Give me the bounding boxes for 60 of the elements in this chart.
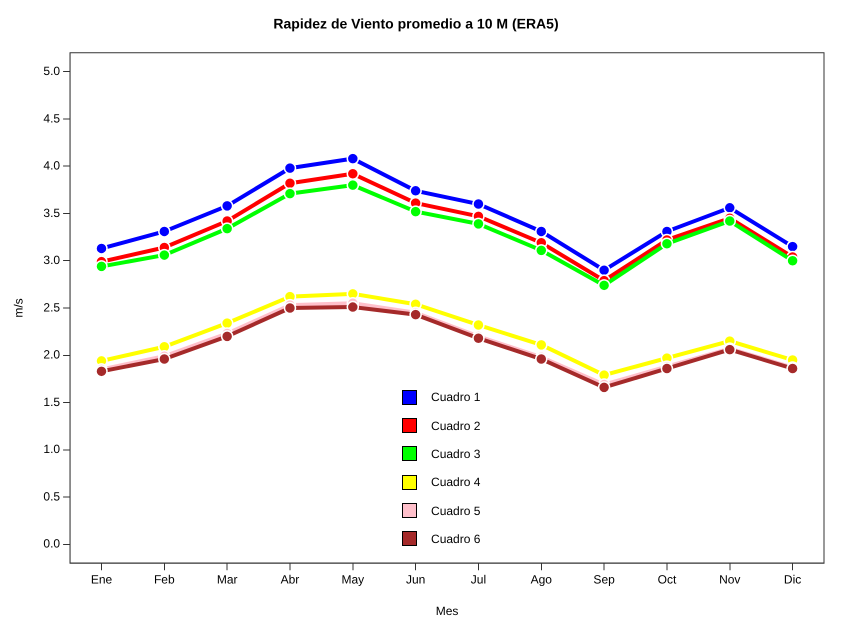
x-tick-label: Oct (658, 572, 677, 587)
y-tick-label: 0.5 (43, 489, 60, 504)
x-tick-label: May (341, 572, 364, 587)
point (158, 248, 171, 262)
point (472, 218, 485, 230)
point (535, 225, 548, 238)
x-tick-label: Abr (280, 572, 300, 587)
point (346, 152, 360, 165)
chart-title: Rapidez de Viento promedio a 10 M (ERA5) (273, 15, 559, 32)
point (346, 300, 360, 314)
y-tick-label: 0.0 (43, 536, 60, 551)
y-tick-label: 2.5 (43, 300, 60, 314)
point (535, 244, 548, 257)
y-tick-label: 1.5 (43, 394, 60, 409)
legend-label: Cuadro 2 (431, 418, 480, 433)
point (724, 214, 736, 228)
point (346, 178, 360, 192)
y-tick-label: 3.5 (43, 206, 60, 220)
legend-label: Cuadro 1 (431, 390, 480, 404)
point (598, 279, 610, 292)
legend-label: Cuadro 3 (431, 446, 480, 461)
point (220, 222, 234, 235)
y-tick-label: 4.5 (43, 111, 60, 126)
point (220, 200, 234, 212)
point (95, 260, 108, 273)
legend-label: Cuadro 5 (431, 504, 480, 518)
y-tick-label: 3.0 (43, 253, 60, 268)
y-tick-label: 2.0 (43, 348, 60, 362)
x-tick-label: Ago (530, 572, 552, 587)
point (724, 202, 736, 214)
point (220, 330, 234, 343)
x-tick-label: Jul (470, 572, 486, 587)
x-axis-title: Mes (436, 604, 458, 618)
point (158, 225, 171, 238)
x-tick-label: Sep (593, 572, 616, 587)
point (409, 205, 422, 218)
y-tick-label: 5.0 (43, 64, 60, 78)
x-tick-label: Ene (90, 572, 112, 587)
x-tick-label: Jun (406, 572, 426, 587)
point (472, 318, 485, 332)
point (535, 338, 548, 352)
point (284, 187, 296, 200)
x-tick-label: Nov (719, 572, 740, 587)
point (598, 381, 610, 394)
point (284, 302, 296, 314)
point (786, 254, 799, 267)
point (598, 264, 610, 276)
x-tick-label: Mar (216, 572, 238, 587)
point (472, 198, 485, 210)
point (95, 242, 108, 255)
legend-label: Cuadro 4 (431, 475, 480, 490)
y-tick-label: 1.0 (43, 442, 60, 456)
point (158, 352, 171, 366)
point (660, 237, 674, 250)
y-axis-title: m/s (12, 298, 26, 318)
x-tick-label: Dic (784, 572, 802, 587)
point (284, 162, 296, 174)
legend-label: Cuadro 6 (431, 532, 480, 546)
x-tick-label: Feb (154, 572, 175, 587)
y-tick-label: 4.0 (43, 158, 60, 173)
